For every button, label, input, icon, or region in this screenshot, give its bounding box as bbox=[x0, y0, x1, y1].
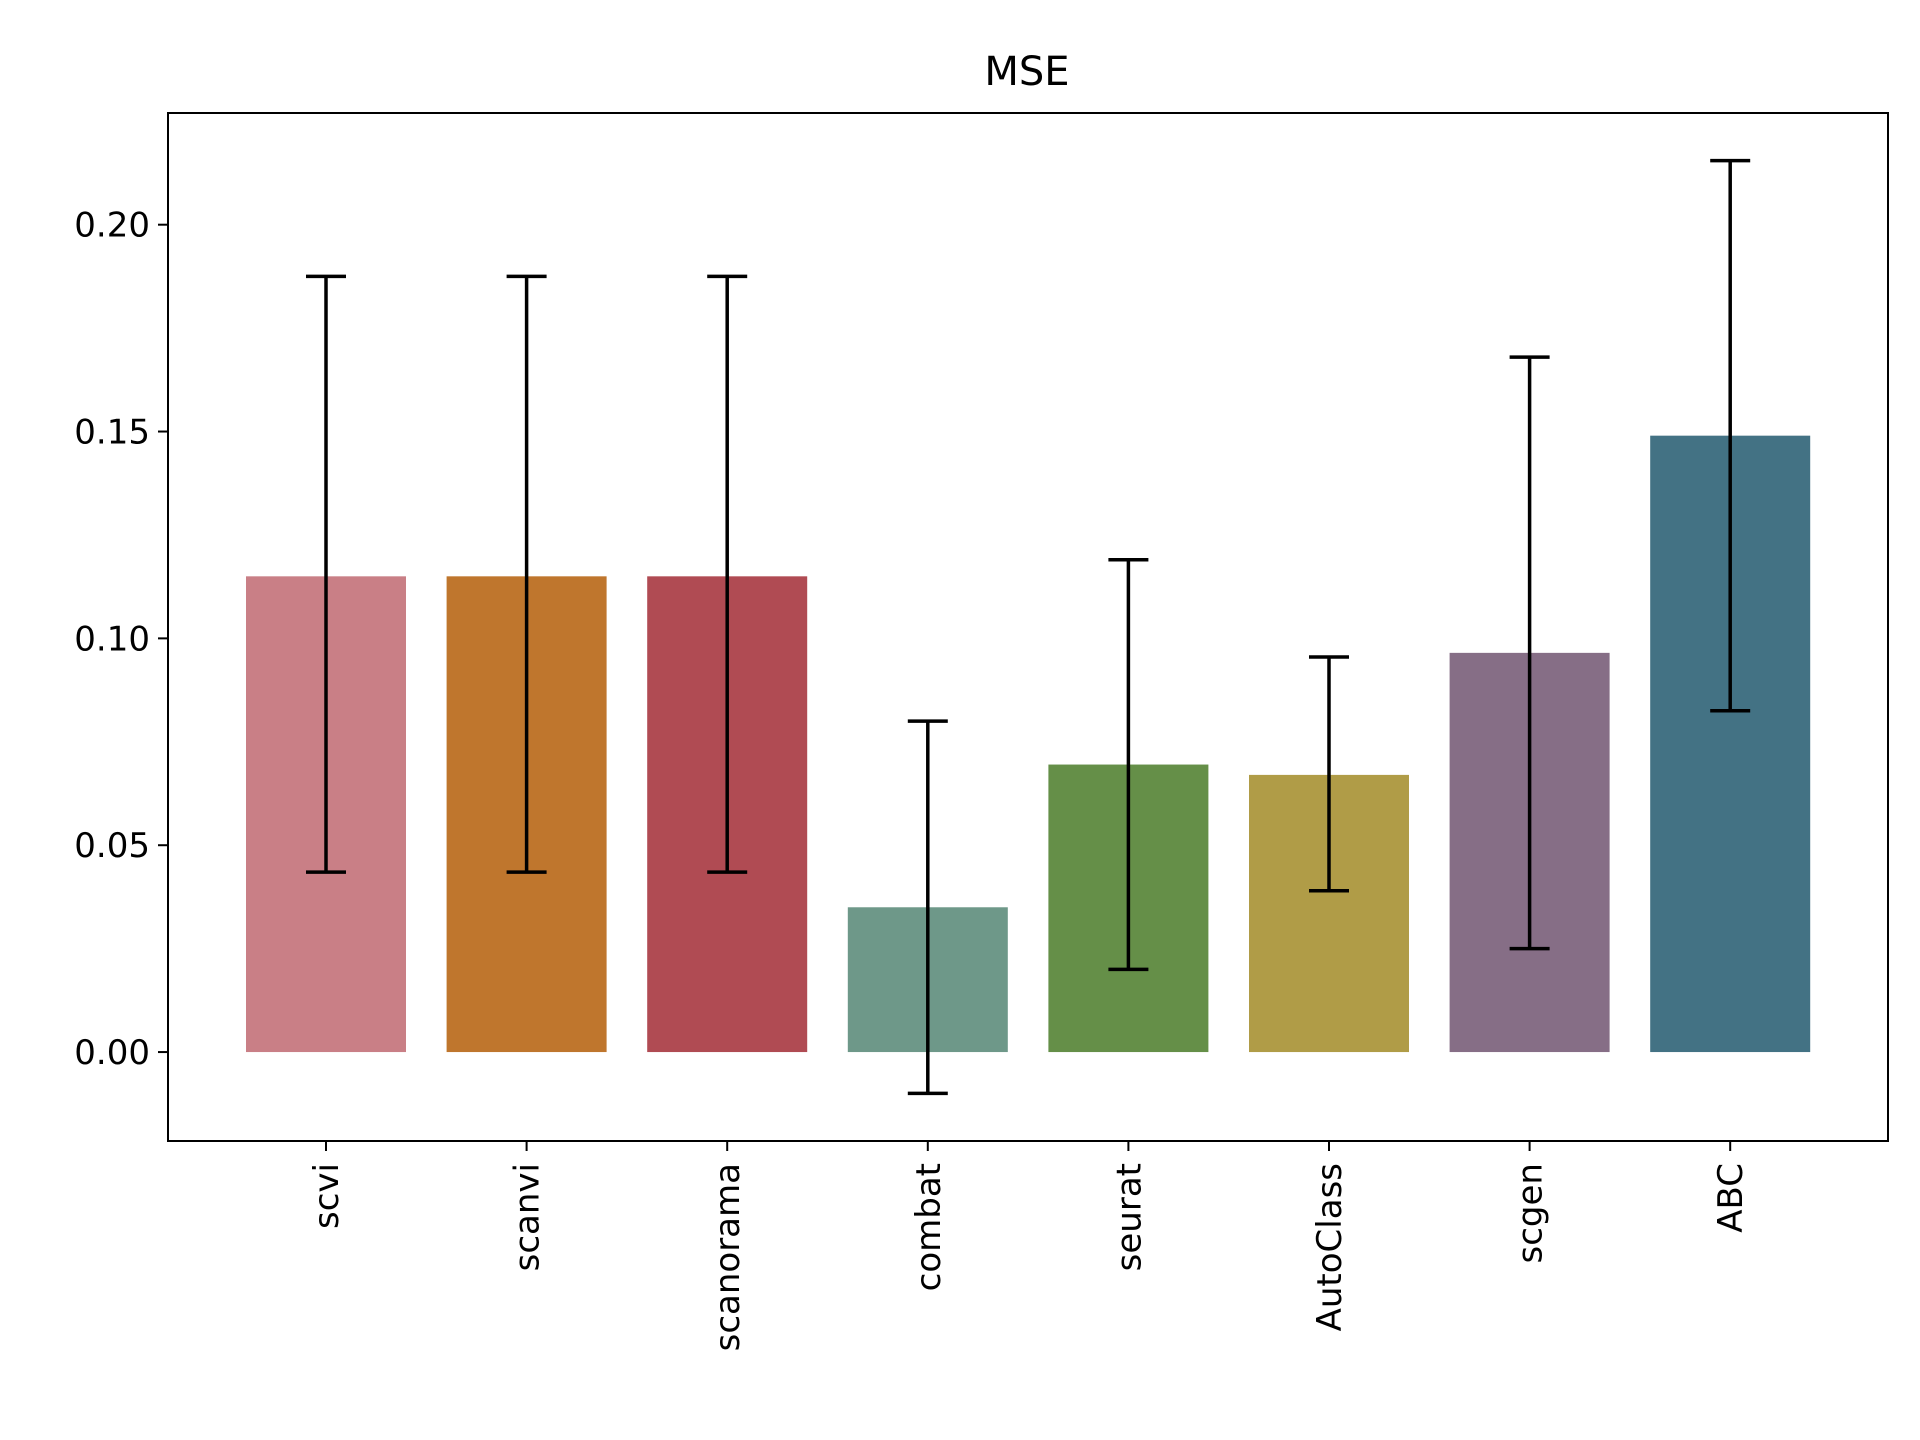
x-tick-label: AutoClass bbox=[1310, 1163, 1350, 1331]
y-tick-label: 0.10 bbox=[74, 619, 150, 659]
x-tick-label: combat bbox=[909, 1163, 949, 1291]
y-tick-label: 0.15 bbox=[74, 413, 150, 453]
error-bar-scanorama bbox=[707, 274, 748, 874]
bars-layer bbox=[246, 435, 1811, 1053]
chart-title: MSE bbox=[984, 49, 1069, 95]
error-bars-layer bbox=[306, 158, 1751, 1096]
error-bar-scgen bbox=[1509, 355, 1550, 951]
error-bar-AutoClass bbox=[1309, 655, 1349, 893]
y-tick-label: 0.00 bbox=[74, 1033, 150, 1073]
error-bar-combat bbox=[907, 719, 948, 1096]
error-bar-scanvi bbox=[506, 274, 547, 874]
x-tick-label: seurat bbox=[1109, 1163, 1149, 1271]
y-axis: 0.00 0.05 0.10 0.15 0.20 bbox=[74, 206, 168, 1073]
x-tick-label: scvi bbox=[307, 1163, 347, 1229]
x-tick-label: scgen bbox=[1511, 1163, 1551, 1263]
y-tick-label: 0.05 bbox=[74, 826, 150, 866]
plot-frame bbox=[167, 112, 1889, 1142]
x-tick-label: ABC bbox=[1711, 1163, 1751, 1233]
y-tick-label: 0.20 bbox=[74, 206, 150, 246]
error-bar-scvi bbox=[306, 274, 346, 874]
x-axis: scvi scanvi scanorama combat seurat AutoClass… bbox=[307, 1141, 1751, 1351]
x-tick-label: scanorama bbox=[708, 1163, 748, 1351]
x-tick-label: scanvi bbox=[508, 1163, 548, 1271]
error-bar-seurat bbox=[1108, 558, 1149, 972]
error-bar-ABC bbox=[1710, 158, 1751, 713]
